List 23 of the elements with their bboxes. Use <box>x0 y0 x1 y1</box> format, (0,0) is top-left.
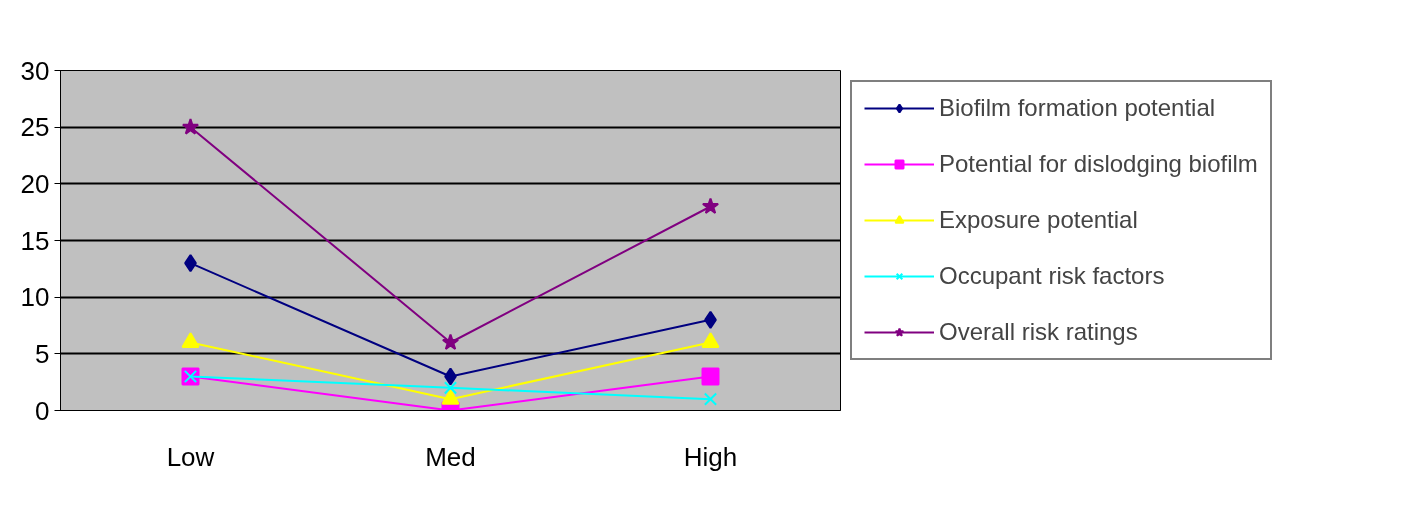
x-tick-label: Low <box>166 441 215 472</box>
y-tick-label: 15 <box>20 225 50 256</box>
point <box>703 392 718 406</box>
y-tick-label: 5 <box>35 338 50 369</box>
legend-label: Exposure potential <box>939 206 1138 234</box>
y-tick-label: 0 <box>35 395 50 426</box>
y-tick-label: 20 <box>20 168 50 199</box>
point <box>701 197 720 214</box>
legend-label: Occupant risk factors <box>939 262 1165 290</box>
y-tick-label: 30 <box>20 55 50 86</box>
legend-label: Potential for dislodging biofilm <box>939 150 1258 178</box>
point <box>701 332 720 349</box>
y-tick-label: 25 <box>20 112 50 143</box>
point <box>443 381 458 395</box>
x-tick-label: High <box>683 441 738 472</box>
point <box>181 332 200 349</box>
y-tick-label: 10 <box>20 282 50 313</box>
x-tick-label: Med <box>425 441 476 472</box>
legend-label: Biofilm formation potential <box>939 94 1216 122</box>
point <box>701 367 720 386</box>
point <box>181 118 200 135</box>
legend-label: Overall risk ratings <box>939 318 1138 346</box>
point <box>441 333 460 350</box>
